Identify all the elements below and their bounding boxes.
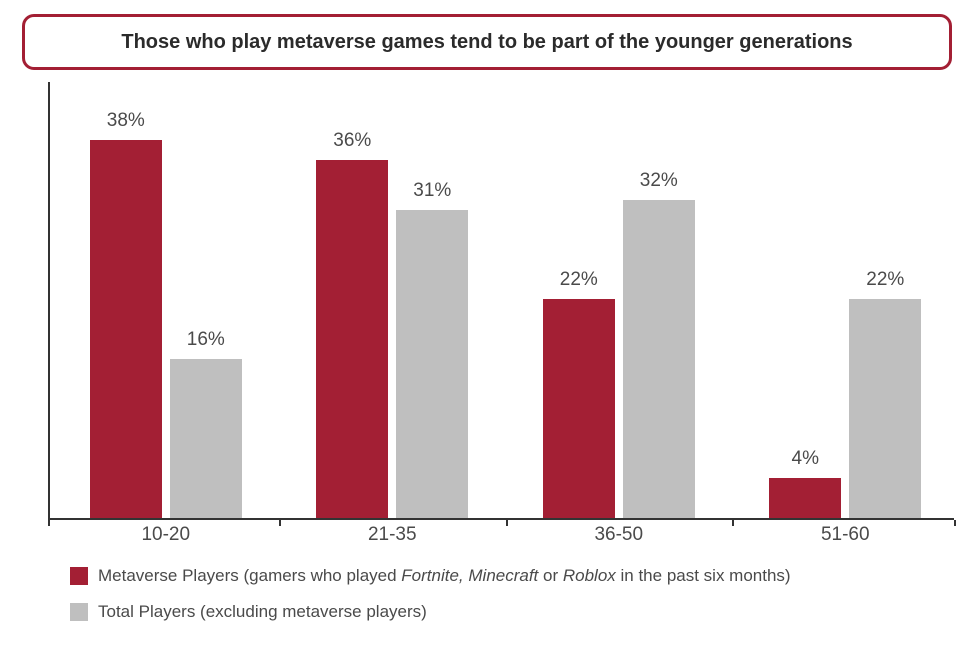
bar: 31% — [396, 210, 468, 518]
bar-group: 4%22% — [769, 299, 921, 518]
legend-swatch-metaverse — [70, 567, 88, 585]
bar-rect — [769, 478, 841, 518]
legend-item-total: Total Players (excluding metaverse playe… — [70, 602, 950, 622]
bar-rect — [623, 200, 695, 518]
bar-value-label: 38% — [90, 110, 162, 132]
x-axis-label: 21-35 — [368, 524, 417, 546]
bar-value-label: 36% — [316, 130, 388, 152]
bar-rect — [849, 299, 921, 518]
bar-rect — [170, 359, 242, 518]
bar-value-label: 22% — [849, 269, 921, 291]
x-axis — [48, 518, 954, 520]
chart-title: Those who play metaverse games tend to b… — [121, 31, 852, 54]
bar-rect — [90, 140, 162, 518]
bar: 16% — [170, 359, 242, 518]
bar: 36% — [316, 160, 388, 518]
bar-value-label: 31% — [396, 180, 468, 202]
x-axis-label: 36-50 — [594, 524, 643, 546]
bar-rect — [543, 299, 615, 518]
legend-label-metaverse: Metaverse Players (gamers who played For… — [98, 566, 791, 586]
bar-value-label: 22% — [543, 269, 615, 291]
x-axis-label: 51-60 — [821, 524, 870, 546]
bar-value-label: 4% — [769, 448, 841, 470]
bar: 22% — [849, 299, 921, 518]
legend-swatch-total — [70, 603, 88, 621]
x-axis-labels: 10-20 21-35 36-50 51-60 — [48, 524, 954, 554]
bar-group: 38%16% — [90, 140, 242, 518]
bar-rect — [316, 160, 388, 518]
legend-label-total: Total Players (excluding metaverse playe… — [98, 602, 427, 622]
chart-plot-area: 38%16%36%31%22%32%4%22% — [48, 82, 954, 520]
bar-group: 22%32% — [543, 200, 695, 518]
bar: 32% — [623, 200, 695, 518]
bar-value-label: 16% — [170, 329, 242, 351]
legend: Metaverse Players (gamers who played For… — [70, 566, 950, 638]
bar: 4% — [769, 478, 841, 518]
bar-plot: 38%16%36%31%22%32%4%22% — [48, 82, 954, 520]
bar: 22% — [543, 299, 615, 518]
bar-rect — [396, 210, 468, 518]
chart-title-box: Those who play metaverse games tend to b… — [22, 14, 952, 70]
x-tick — [954, 520, 956, 526]
bar-group: 36%31% — [316, 160, 468, 518]
bar: 38% — [90, 140, 162, 518]
legend-item-metaverse: Metaverse Players (gamers who played For… — [70, 566, 950, 586]
bar-value-label: 32% — [623, 170, 695, 192]
x-axis-label: 10-20 — [141, 524, 190, 546]
